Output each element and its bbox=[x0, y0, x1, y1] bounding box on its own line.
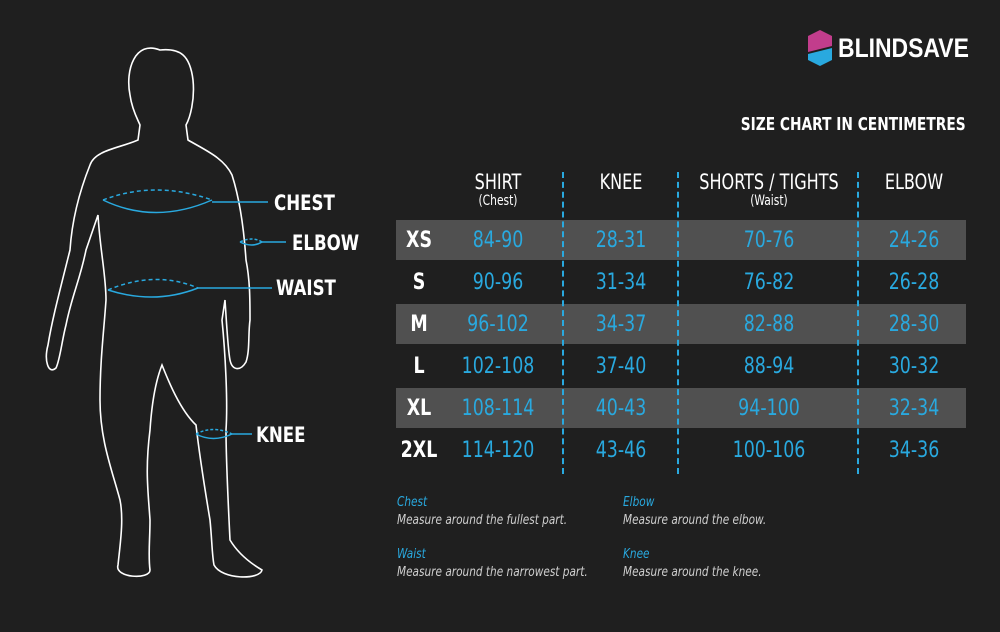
table-cell: 26-28 bbox=[888, 269, 940, 295]
table-row: XL 108-114 40-43 94-100 32-34 bbox=[396, 388, 966, 428]
table-cell: 28-31 bbox=[595, 227, 647, 253]
size-label: S bbox=[412, 269, 426, 295]
table-cell: 94-100 bbox=[738, 395, 800, 421]
table-cell: 24-26 bbox=[888, 227, 940, 253]
size-label: L bbox=[413, 353, 425, 379]
logo-icon bbox=[808, 30, 832, 66]
table-cell: 76-82 bbox=[743, 269, 795, 295]
table-cell: 32-34 bbox=[888, 395, 940, 421]
table-cell: 37-40 bbox=[595, 353, 647, 379]
table-cell: 70-76 bbox=[743, 227, 795, 253]
note-elbow: Elbow Measure around the elbow. bbox=[623, 495, 767, 528]
table-cell: 90-96 bbox=[472, 269, 524, 295]
table-cell: 31-34 bbox=[595, 269, 647, 295]
table-cell: 34-36 bbox=[888, 437, 940, 463]
label-waist: WAIST bbox=[276, 276, 336, 300]
table-cell: 96-102 bbox=[467, 311, 529, 337]
body-figure bbox=[45, 47, 286, 578]
table-cell: 30-32 bbox=[888, 353, 940, 379]
table-cell: 100-106 bbox=[732, 437, 806, 463]
column-divider bbox=[677, 172, 679, 474]
col-header-knee: KNEE bbox=[599, 170, 643, 194]
column-divider bbox=[562, 172, 564, 474]
chart-title: SIZE CHART IN CENTIMETRES bbox=[741, 114, 966, 135]
size-label: XL bbox=[406, 395, 432, 421]
table-cell: 28-30 bbox=[888, 311, 940, 337]
table-cell: 82-88 bbox=[743, 311, 795, 337]
col-header-shorts: SHORTS / TIGHTS (Waist) bbox=[699, 170, 839, 209]
size-label: XS bbox=[406, 227, 432, 253]
table-cell: 88-94 bbox=[743, 353, 795, 379]
table-row: S 90-96 31-34 76-82 26-28 bbox=[396, 262, 966, 302]
size-label: M bbox=[410, 311, 428, 337]
note-knee: Knee Measure around the knee. bbox=[623, 547, 762, 580]
note-waist: Waist Measure around the narrowest part. bbox=[397, 547, 588, 580]
table-cell: 40-43 bbox=[595, 395, 647, 421]
label-chest: CHEST bbox=[274, 191, 335, 215]
column-divider bbox=[857, 172, 859, 474]
table-row: 2XL 114-120 43-46 100-106 34-36 bbox=[396, 430, 966, 470]
col-header-elbow: ELBOW bbox=[884, 170, 944, 194]
brand-name: BLINDSAVE bbox=[838, 32, 969, 63]
table-row: XS 84-90 28-31 70-76 24-26 bbox=[396, 220, 966, 260]
col-header-shirt: SHIRT (Chest) bbox=[474, 170, 522, 209]
table-cell: 34-37 bbox=[595, 311, 647, 337]
note-chest: Chest Measure around the fullest part. bbox=[397, 495, 568, 528]
table-row: M 96-102 34-37 82-88 28-30 bbox=[396, 304, 966, 344]
label-knee: KNEE bbox=[256, 423, 306, 447]
table-cell: 43-46 bbox=[595, 437, 647, 463]
size-label: 2XL bbox=[400, 437, 438, 463]
table-cell: 102-108 bbox=[461, 353, 535, 379]
table-row: L 102-108 37-40 88-94 30-32 bbox=[396, 346, 966, 386]
table-cell: 114-120 bbox=[461, 437, 535, 463]
brand-logo: BLINDSAVE bbox=[808, 30, 992, 66]
label-elbow: ELBOW bbox=[292, 231, 360, 255]
table-cell: 84-90 bbox=[472, 227, 524, 253]
table-cell: 108-114 bbox=[461, 395, 535, 421]
